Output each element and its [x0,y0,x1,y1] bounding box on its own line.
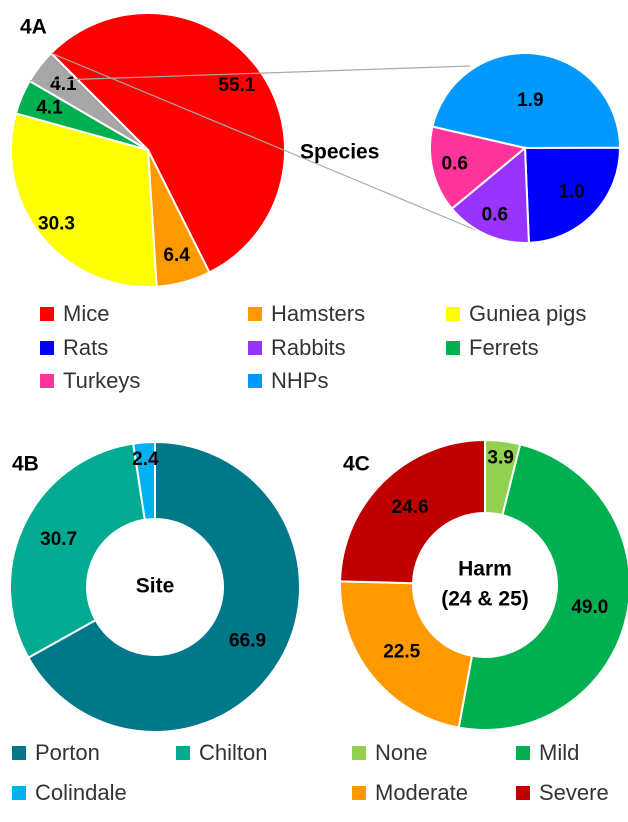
legend-swatch [40,307,54,321]
legend-label: Guniea pigs [469,301,586,326]
value-label: 0.6 [442,154,468,175]
connector [29,65,471,82]
legend-label: Chilton [199,740,267,765]
center-label: Site [136,575,175,598]
legend-label: Severe [539,780,609,805]
value-label: 6.4 [163,245,190,266]
legend-swatch [516,746,530,760]
legend-swatch [516,786,530,800]
legend-swatch [248,374,262,388]
value-label: 24.6 [392,497,429,518]
legend-label: Moderate [375,780,468,805]
slice [429,125,528,211]
legend-swatch [12,786,26,800]
value-label: 3.9 [487,447,513,468]
legend-label: Mice [63,301,109,326]
legend-swatch [12,746,26,760]
slice [339,580,474,729]
legend-swatch [352,786,366,800]
value-label: 4.1 [36,98,63,119]
legend-label: Rabbits [271,335,346,360]
slice [132,440,156,521]
legend-swatch [248,341,262,355]
chart-title: 4C [343,453,370,476]
slice [27,440,301,733]
chart-title: 4B [12,453,39,476]
legend-swatch [446,307,460,321]
legend-swatch [176,746,190,760]
value-label: 2.4 [132,449,159,470]
value-label: 30.7 [40,529,77,550]
legend-label: Mild [539,740,579,765]
slice [457,443,628,731]
legend-label: Turkeys [63,368,140,393]
legend-swatch [352,746,366,760]
legend-swatch [248,307,262,321]
slice [523,146,622,244]
center-label: Harm [458,558,512,581]
legend-label: Colindale [35,780,127,805]
value-label: 55.1 [218,75,255,96]
value-label: 1.9 [517,90,543,111]
legend-swatch [40,341,54,355]
legend-label: Ferrets [469,335,539,360]
value-label: 4.1 [50,74,77,95]
legend-swatch [40,374,54,388]
slice [9,442,146,660]
value-label: 66.9 [229,630,266,651]
sub-title: Species [300,141,379,164]
center-label: (24 & 25) [441,588,529,611]
slice [431,52,622,150]
legend-swatch [446,341,460,355]
legend-label: None [375,740,428,765]
legend-label: NHPs [271,368,328,393]
value-label: 22.5 [383,642,420,663]
connector [50,52,479,232]
slice [339,438,486,585]
slice [10,112,158,288]
value-label: 1.0 [558,182,584,203]
legend-label: Hamsters [271,301,365,326]
value-label: 30.3 [38,213,75,234]
chart-title: 4A [20,16,47,39]
legend-label: Porton [35,740,100,765]
value-label: 49.0 [571,597,608,618]
value-label: 0.6 [482,205,508,226]
slice [450,145,530,244]
legend-label: Rats [63,335,108,360]
